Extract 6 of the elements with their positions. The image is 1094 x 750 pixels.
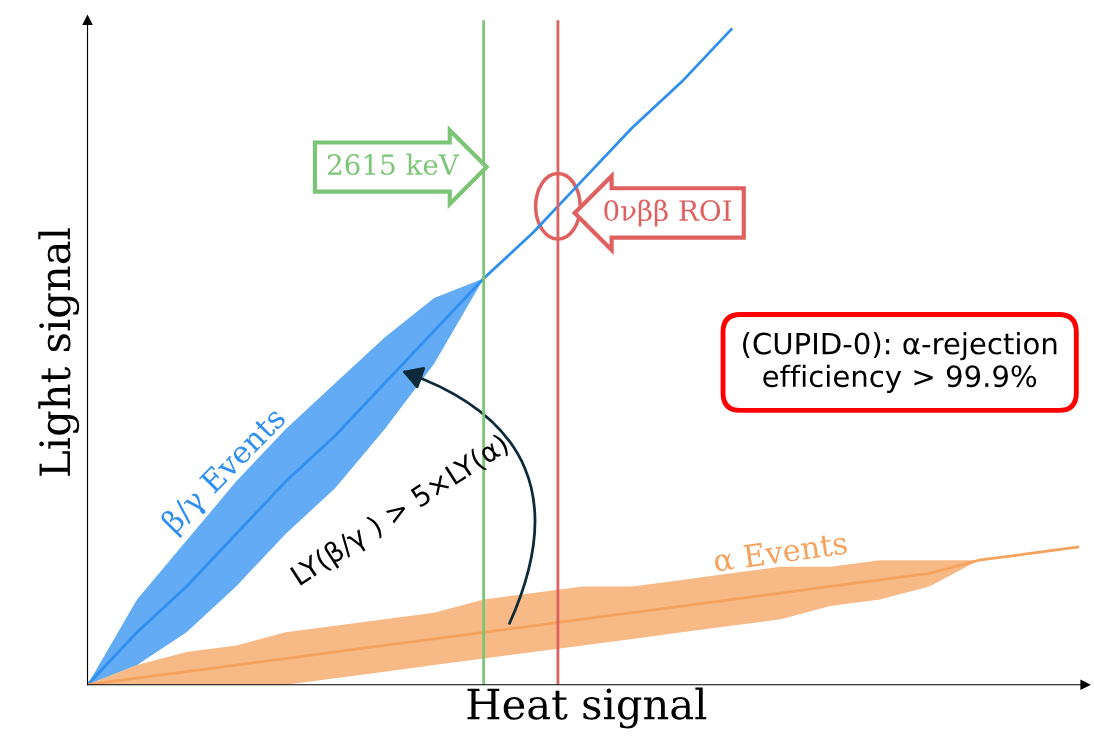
annotation: 0νββ ROI (604, 199, 732, 227)
text: α Events (713, 531, 848, 573)
y-axis-title: Light signal (38, 228, 80, 476)
annotation: 2615 keV (327, 153, 460, 176)
annotation: (CUPID-0): α-rejection efficiency > 99.9% (743, 332, 1057, 393)
x-axis-title: Heat signal (467, 687, 707, 729)
